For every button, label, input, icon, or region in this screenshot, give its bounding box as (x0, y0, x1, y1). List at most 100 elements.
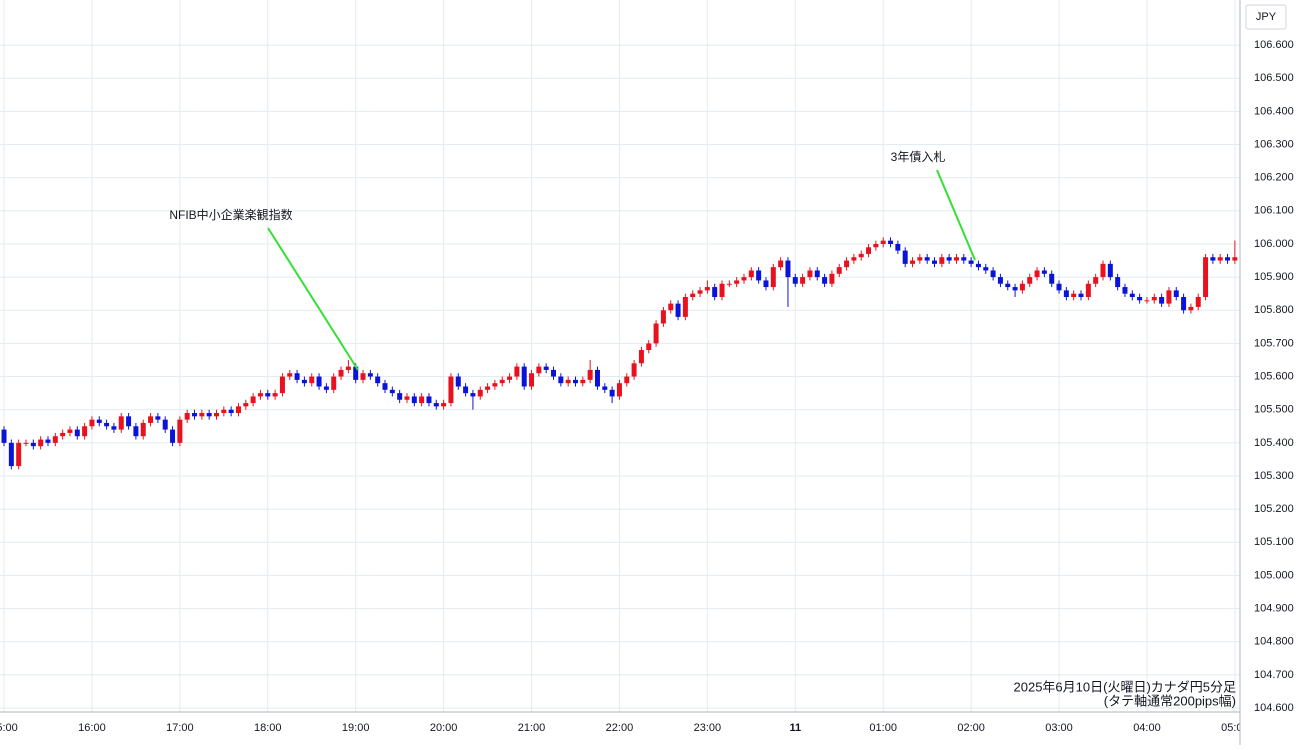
x-tick-label: 18:00 (254, 722, 282, 734)
candle-body (162, 419, 168, 430)
candle-body (148, 416, 154, 423)
candle-body (455, 376, 461, 387)
candle-body (441, 403, 447, 407)
candle-body (1019, 283, 1025, 291)
candle-body (213, 413, 219, 417)
annotation-line (267, 227, 359, 371)
candle-body (411, 396, 417, 404)
candle-body (631, 363, 637, 377)
y-tick-label: 105.600 (1254, 370, 1294, 382)
y-tick-label: 105.400 (1254, 437, 1294, 449)
candle-body (353, 366, 359, 380)
candle-body (521, 366, 527, 387)
x-tick-label: 05:00 (1221, 722, 1249, 734)
candle-body (316, 376, 322, 387)
candle-body (389, 389, 395, 394)
candle-body (587, 369, 593, 380)
candle-body (184, 413, 190, 420)
x-tick-label: 20:00 (430, 722, 458, 734)
candle-body (1107, 263, 1113, 278)
candle-body (287, 373, 293, 377)
candle-body (448, 376, 454, 404)
candle-body (221, 409, 227, 414)
candle-body (8, 442, 14, 467)
candle-body (294, 373, 300, 380)
candle-body (38, 439, 44, 447)
y-tick-label: 104.800 (1254, 636, 1294, 648)
candle-body (902, 250, 908, 264)
y-tick-label: 105.700 (1254, 337, 1294, 349)
candle-body (910, 260, 916, 264)
candle-body (499, 379, 505, 384)
candle-body (1063, 290, 1069, 297)
candle-body (235, 406, 241, 414)
candle-body (507, 376, 513, 380)
y-tick-label: 106.300 (1254, 138, 1294, 150)
candle-body (558, 376, 564, 384)
candle-body (74, 429, 80, 437)
candle-body (675, 303, 681, 317)
candle-body (367, 373, 373, 377)
grid (0, 0, 1240, 712)
footnote: (タテ軸通常200pips幅) (1104, 693, 1236, 708)
candle-body (814, 270, 820, 278)
candle-body (338, 369, 344, 377)
candle-body (939, 257, 945, 264)
candle-body (463, 386, 469, 394)
candle-body (1034, 270, 1040, 278)
candle-body (140, 422, 146, 437)
y-tick-label: 105.100 (1254, 536, 1294, 548)
candle-body (82, 426, 88, 437)
candle-body (89, 419, 95, 427)
candle-body (111, 426, 117, 430)
candle-body (426, 396, 432, 404)
candle-body (382, 383, 388, 390)
candle-body (917, 257, 923, 261)
candle-body (228, 409, 234, 414)
candle-body (1137, 296, 1143, 301)
candle-body (1225, 257, 1231, 261)
x-axis: 15:00 16:00 17:00 18:00 19:00 20:00 21:00 22:00… (0, 722, 1249, 734)
footnote: 2025年6月10日(火曜日)カナダ円5分足 (1014, 679, 1237, 694)
candle-body (1195, 296, 1201, 307)
candle-body (1232, 257, 1238, 261)
candle-body (624, 376, 630, 384)
candle-body (1049, 273, 1055, 284)
candle-body (836, 267, 842, 274)
annotation: NFIB中小企業楽観指数 (169, 207, 292, 222)
candle-body (1078, 293, 1084, 297)
candle-body (719, 283, 725, 297)
candle-body (983, 267, 989, 271)
y-tick-label: 104.700 (1254, 669, 1294, 681)
candle-body (800, 277, 806, 284)
candle-body (419, 396, 425, 404)
candle-body (309, 376, 315, 384)
candle-body (756, 270, 762, 281)
currency-box (1245, 4, 1287, 30)
y-tick-label: 106.400 (1254, 105, 1294, 117)
candle-body (272, 393, 278, 397)
y-tick-label: 104.600 (1254, 702, 1294, 714)
candle-body (653, 323, 659, 344)
candle-body (931, 260, 937, 264)
candle-body (1203, 257, 1209, 297)
candle-body (529, 373, 535, 387)
candle-body (126, 416, 132, 427)
candle-body (895, 243, 901, 251)
candle-body (16, 442, 22, 467)
candle-body (279, 376, 285, 394)
candle-body (67, 429, 73, 433)
x-tick-label: 23:00 (694, 722, 722, 734)
candle-body (1210, 257, 1216, 261)
candle-body (1085, 283, 1091, 297)
candle-body (997, 277, 1003, 284)
y-tick-label: 105.200 (1254, 503, 1294, 515)
candle-body (206, 413, 212, 417)
candle-body (45, 439, 51, 443)
y-tick-label: 106.000 (1254, 238, 1294, 250)
candle-body (873, 243, 879, 248)
candle-body (668, 303, 674, 311)
candle-body (155, 416, 161, 420)
candle-body (360, 373, 366, 380)
